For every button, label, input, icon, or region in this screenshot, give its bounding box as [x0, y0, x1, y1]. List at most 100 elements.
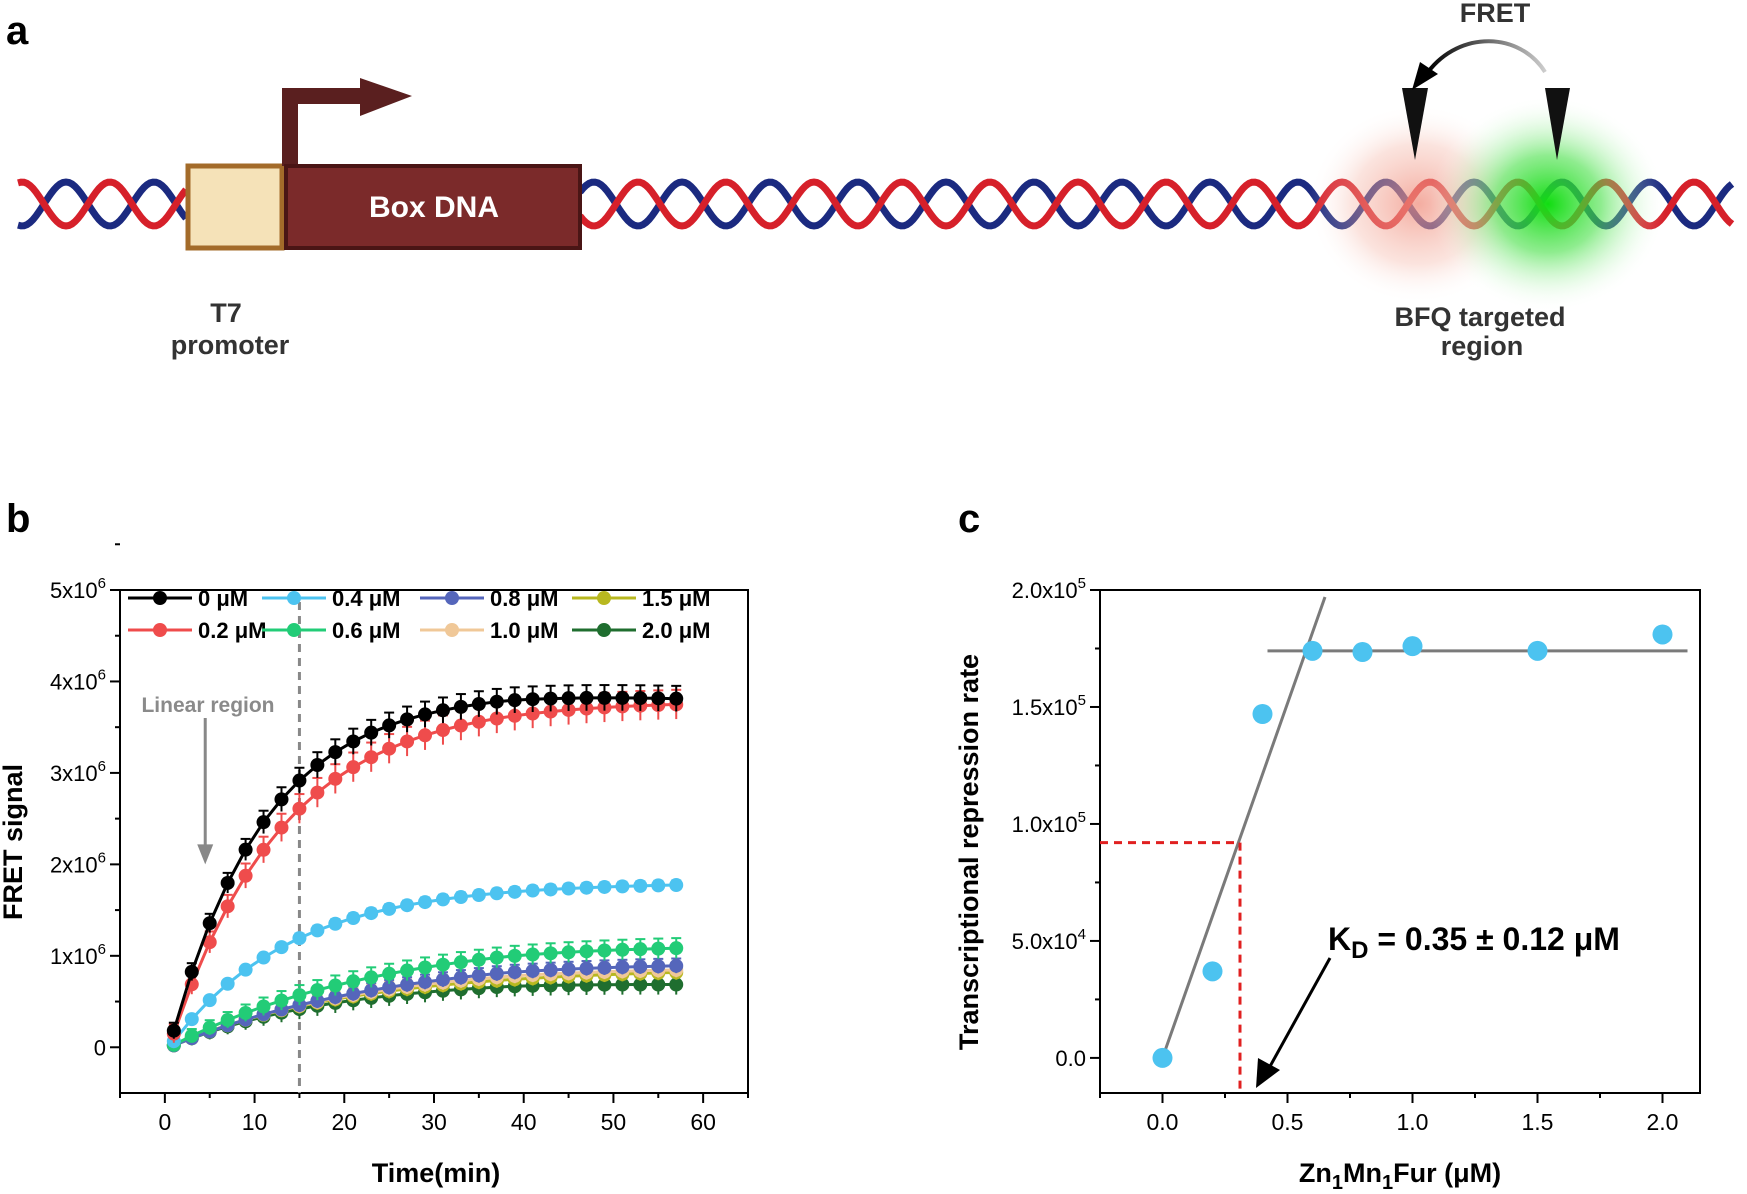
chart-b-xlabel: Time(min) — [372, 1158, 501, 1188]
chart-b-point — [597, 690, 612, 705]
helix-strand-red-left — [17, 178, 189, 230]
panel-b: b 0 10 20 30 40 50 60 0 1x106 2x106 3x106 4x106 5x10… — [0, 497, 749, 1188]
chart-b-point — [597, 943, 612, 958]
chart-b-point — [435, 703, 450, 718]
chart-b-point — [633, 691, 648, 706]
chart-b-xtick-label: 0 — [158, 1109, 171, 1135]
chart-c-xlabel: Zn1Mn1Fur (μM) — [1299, 1158, 1501, 1194]
chart-b-point — [525, 947, 540, 962]
box-dna — [284, 164, 582, 250]
chart-b-point — [292, 773, 307, 788]
legend-marker — [287, 623, 301, 637]
chart-b-point — [256, 950, 271, 965]
panel-c-letter: c — [958, 497, 980, 541]
chart-c-point — [1152, 1047, 1173, 1068]
chart-b-point — [220, 1012, 235, 1027]
chart-c-xtick-label: 0.0 — [1147, 1109, 1179, 1135]
legend-marker — [445, 591, 459, 605]
chart-b-point — [669, 878, 684, 893]
chart-b-point — [274, 820, 289, 835]
legend-label: 1.5 μM — [642, 586, 710, 611]
chart-b-frame — [119, 589, 749, 1094]
transcription-arrow — [282, 88, 366, 166]
acceptor-marker-icon — [1402, 88, 1428, 160]
chart-b-point — [435, 972, 450, 987]
chart-b-point — [310, 923, 325, 938]
chart-c-points — [1152, 624, 1673, 1068]
chart-b-point — [507, 693, 522, 708]
chart-b-point — [651, 941, 666, 956]
chart-b-point — [435, 957, 450, 972]
chart-b-point — [669, 941, 684, 956]
chart-c-xtick-label: 2.0 — [1647, 1109, 1679, 1135]
chart-b-point — [669, 691, 684, 706]
chart-b-point — [346, 986, 361, 1001]
legend-marker — [597, 591, 611, 605]
linear-region-label: Linear region — [141, 694, 274, 717]
chart-c-ylabel: Transcriptional repression rate — [954, 654, 984, 1050]
chart-b-point — [561, 691, 576, 706]
chart-b-point — [615, 977, 630, 992]
chart-b-point — [615, 942, 630, 957]
chart-c-point — [1402, 636, 1423, 657]
panel-a: a Box DNA T7 promoter FRET BFQ targeted … — [6, 0, 1735, 361]
chart-b-point — [435, 723, 450, 738]
chart-b-point — [382, 718, 397, 733]
chart-b-point — [184, 964, 199, 979]
chart-b-point — [238, 1005, 253, 1020]
chart-b-point — [166, 1023, 181, 1038]
chart-b-point — [310, 983, 325, 998]
chart-c-ytick-label: 5.0x104 — [1012, 926, 1086, 954]
fret-label: FRET — [1460, 0, 1531, 28]
chart-b-ylabel: FRET signal — [0, 764, 28, 920]
chart-b-point — [256, 999, 271, 1014]
chart-b-point — [543, 882, 558, 897]
donor-glow — [1430, 96, 1666, 312]
chart-b-point — [471, 714, 486, 729]
chart-c-ticks: 0.0 0.5 1.0 1.5 2.0 0.0 5.0x104 1.0x105 1.5x105 2… — [1012, 575, 1679, 1135]
chart-b-point — [310, 785, 325, 800]
chart-b-point — [579, 961, 594, 976]
chart-b-point — [471, 952, 486, 967]
chart-b-xtick-label: 30 — [421, 1109, 447, 1135]
donor-marker-icon — [1545, 88, 1570, 160]
chart-b-point — [418, 707, 433, 722]
chart-b-point — [489, 886, 504, 901]
chart-b-point — [346, 974, 361, 989]
chart-b-point — [579, 690, 594, 705]
chart-b-xtick-label: 40 — [511, 1109, 537, 1135]
legend-marker — [153, 591, 167, 605]
chart-b-point — [435, 892, 450, 907]
panel-b-letter: b — [6, 497, 30, 541]
legend-marker — [597, 623, 611, 637]
chart-b-point — [561, 945, 576, 960]
chart-b-point — [346, 760, 361, 775]
chart-b-point — [669, 977, 684, 992]
chart-b-point — [220, 875, 235, 890]
legend-marker — [287, 591, 301, 605]
chart-b-point — [453, 718, 468, 733]
chart-b-point — [220, 899, 235, 914]
chart-b-point — [633, 942, 648, 957]
chart-b-point — [615, 690, 630, 705]
chart-b-xtick-label: 60 — [690, 1109, 716, 1135]
chart-b-legend: 0 μM 0.2 μM 0.4 μM 0.6 μM 0.8 μM 1.0 μM 1.5 μM… — [128, 586, 710, 643]
chart-b-linear-region: Linear region — [141, 602, 301, 1093]
bfq-label-line2: region — [1441, 331, 1524, 361]
chart-b-point — [507, 965, 522, 980]
chart-b-point — [220, 976, 235, 991]
chart-b-point — [471, 697, 486, 712]
chart-b-point — [597, 960, 612, 975]
chart-b-point — [525, 883, 540, 898]
chart-b-point — [238, 842, 253, 857]
legend-label: 0 μM — [198, 586, 248, 611]
promoter-label-line1: T7 — [210, 298, 242, 328]
chart-c-point — [1527, 640, 1548, 661]
chart-b-point — [597, 977, 612, 992]
legend-label: 0.8 μM — [490, 586, 558, 611]
chart-b-point — [418, 960, 433, 975]
chart-b-point — [633, 959, 648, 974]
chart-b-point — [489, 966, 504, 981]
chart-b-ytick-label: 2x106 — [50, 849, 106, 877]
